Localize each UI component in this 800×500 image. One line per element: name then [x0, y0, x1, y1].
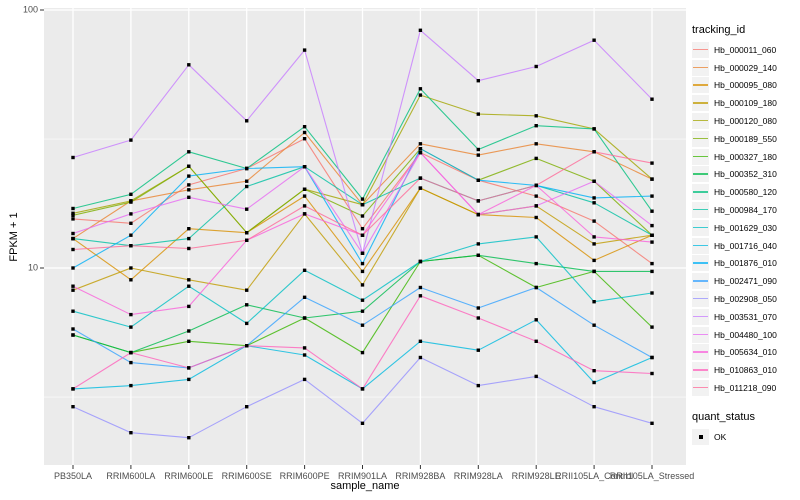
- legend-item-label: Hb_002471_090: [714, 276, 777, 287]
- legend-item: Hb_000189_550: [692, 130, 798, 148]
- legend-item-label: Hb_000095_080: [714, 80, 777, 91]
- legend-key-line-icon: [692, 344, 709, 361]
- legend-item: Hb_000011_060: [692, 41, 798, 59]
- legend-item-label: Hb_001876_010: [714, 258, 777, 269]
- x-tick-label: RRIM600LA: [106, 471, 156, 481]
- legend-item: Hb_000580_120: [692, 183, 798, 201]
- x-axis-title: sample_name: [330, 480, 400, 492]
- y-tick-label: 100: [22, 4, 38, 15]
- legend-item: Hb_000352_310: [692, 166, 798, 184]
- legend-key-line-icon: [692, 59, 709, 76]
- x-tick-label: RRIM928LE: [511, 471, 561, 481]
- legend-item: Hb_002471_090: [692, 272, 798, 290]
- x-tick-label: RRII105LA_Control: [555, 471, 634, 481]
- legend-item: Hb_001629_030: [692, 219, 798, 237]
- legend-key-line-icon: [692, 184, 709, 201]
- legend-item: Hb_005634_010: [692, 344, 798, 362]
- legend-quant-status: quant_status OK: [692, 411, 798, 446]
- legend-item-label: Hb_000120_080: [714, 116, 777, 127]
- x-tick-label: RRIM600PE: [279, 471, 330, 481]
- legend-title: tracking_id: [692, 24, 746, 36]
- x-tick-label: RRIM928LA: [453, 471, 503, 481]
- legend-key-line-icon: [692, 95, 709, 112]
- legend-key-line-icon: [692, 237, 709, 254]
- legend-item-label: Hb_000011_060: [714, 44, 777, 55]
- legend-item: Hb_002908_050: [692, 290, 798, 308]
- x-tick-label: RRIM928BA: [395, 471, 446, 481]
- x-tick-label: RRIM901LA: [337, 471, 388, 481]
- legend-key-line-icon: [692, 130, 709, 147]
- legend-key-square-icon: [692, 428, 709, 445]
- legend-key-line-icon: [692, 41, 709, 58]
- legend-item-label: Hb_003531_070: [714, 311, 777, 322]
- legend2-entries: OK: [692, 428, 798, 446]
- legend-item-label: Hb_005634_010: [714, 347, 777, 358]
- legend-key-line-icon: [692, 166, 709, 183]
- legend-key-line-icon: [692, 308, 709, 325]
- x-tick-label: RRIM600LE: [164, 471, 214, 481]
- legend-item: Hb_003531_070: [692, 308, 798, 326]
- legend-item: Hb_011218_090: [692, 379, 798, 397]
- legend-item-label: Hb_000984_170: [714, 205, 777, 216]
- legend-item-label: Hb_000189_550: [714, 133, 777, 144]
- x-tick-label: RRIM600SE: [221, 471, 272, 481]
- legend-item-label: Hb_000580_120: [714, 187, 777, 198]
- legend-item-label: Hb_000327_180: [714, 151, 777, 162]
- legend-item-label: Hb_010863_010: [714, 365, 777, 376]
- legend-item-label: OK: [714, 431, 727, 442]
- legend-item: Hb_000120_080: [692, 112, 798, 130]
- legend-tracking-id: tracking_id Hb_000011_060 Hb_000029_140 Hb…: [692, 24, 798, 446]
- legend-item: Hb_000109_180: [692, 94, 798, 112]
- legend-item-label: Hb_001629_030: [714, 222, 777, 233]
- legend2-title: quant_status: [692, 410, 755, 423]
- legend-item-label: Hb_000109_180: [714, 98, 777, 109]
- legend-item: Hb_001876_010: [692, 255, 798, 273]
- legend-key-line-icon: [692, 273, 709, 290]
- legend-key-line-icon: [692, 219, 709, 236]
- legend-item-label: Hb_011218_090: [714, 383, 777, 394]
- legend-key-line-icon: [692, 202, 709, 219]
- legend-item: Hb_000327_180: [692, 148, 798, 166]
- legend-key-line-icon: [692, 113, 709, 130]
- legend-key-line-icon: [692, 362, 709, 379]
- legend-key-line-icon: [692, 77, 709, 94]
- legend-item: Hb_000095_080: [692, 77, 798, 95]
- legend-key-line-icon: [692, 380, 709, 397]
- legend-item-label: Hb_004480_100: [714, 329, 777, 340]
- legend-item: Hb_000984_170: [692, 201, 798, 219]
- legend-item: Hb_001716_040: [692, 237, 798, 255]
- y-axis-title: FPKM + 1: [8, 212, 20, 262]
- legend-key-line-icon: [692, 326, 709, 343]
- legend-entries: Hb_000011_060 Hb_000029_140 Hb_000095_080 H…: [692, 41, 798, 397]
- legend-item: Hb_000029_140: [692, 59, 798, 77]
- legend-item: Hb_010863_010: [692, 361, 798, 379]
- legend-key-line-icon: [692, 291, 709, 308]
- y-tick-label: 10: [27, 262, 38, 273]
- legend-key-line-icon: [692, 148, 709, 165]
- x-tick-label: PB350LA: [53, 471, 93, 481]
- legend-item: OK: [692, 428, 798, 446]
- legend-item-label: Hb_002908_050: [714, 294, 777, 305]
- legend-item-label: Hb_000352_310: [714, 169, 777, 180]
- legend-item-label: Hb_000029_140: [714, 62, 777, 73]
- legend-item-label: Hb_001716_040: [714, 240, 777, 251]
- legend-key-line-icon: [692, 255, 709, 272]
- legend-item: Hb_004480_100: [692, 326, 798, 344]
- x-tick-label: RRII105LA_Stressed: [609, 471, 695, 481]
